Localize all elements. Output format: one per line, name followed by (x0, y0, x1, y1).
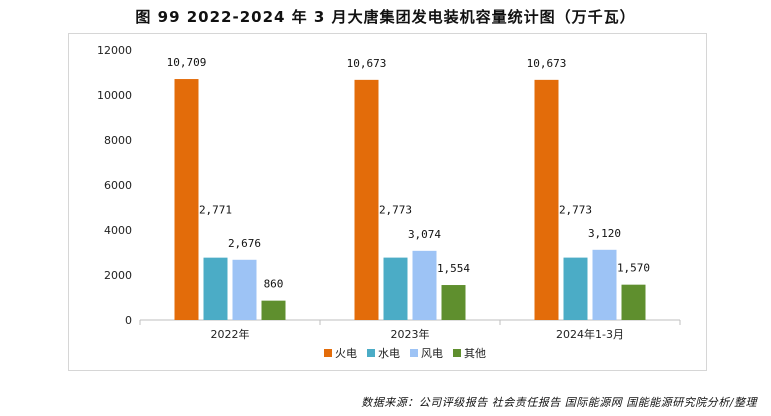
data-label: 10,673 (527, 57, 567, 70)
y-tick-label: 6000 (104, 179, 132, 192)
y-tick-label: 10000 (97, 89, 132, 102)
legend-swatch (324, 349, 332, 357)
y-tick-label: 0 (125, 314, 132, 327)
data-label: 10,673 (347, 57, 387, 70)
data-label: 860 (264, 278, 284, 291)
bar-风电-2 (592, 249, 617, 320)
data-label: 1,570 (617, 262, 650, 275)
data-label: 2,773 (559, 204, 592, 217)
data-label: 2,771 (199, 204, 232, 217)
data-source-note: 数据来源：公司评级报告 社会责任报告 国际能源网 国能能源研究院分析/整理 (361, 396, 757, 409)
chart-frame (68, 33, 707, 371)
bar-风电-0 (232, 259, 257, 320)
bar-水电-2 (563, 257, 588, 320)
y-tick-label: 8000 (104, 134, 132, 147)
y-tick-label: 12000 (97, 44, 132, 57)
x-tick-label: 2024年1-3月 (556, 327, 624, 341)
x-tick-label: 2022年 (211, 327, 250, 341)
data-label: 2,773 (379, 204, 412, 217)
legend-label: 其他 (464, 347, 486, 360)
bar-火电-1 (354, 79, 379, 320)
data-label: 10,709 (167, 56, 207, 69)
legend-label: 水电 (378, 347, 400, 360)
data-label: 3,120 (588, 227, 621, 240)
y-tick-label: 2000 (104, 269, 132, 282)
bar-水电-1 (383, 257, 408, 320)
legend-label: 风电 (421, 347, 443, 360)
legend-swatch (367, 349, 375, 357)
bar-其他-0 (261, 300, 286, 320)
bar-水电-0 (203, 257, 228, 320)
bar-火电-0 (174, 79, 199, 320)
chart-title: 图 99 2022-2024 年 3 月大唐集团发电装机容量统计图（万千瓦） (135, 8, 636, 26)
data-label: 3,074 (408, 228, 441, 241)
bar-其他-1 (441, 285, 466, 320)
y-tick-label: 4000 (104, 224, 132, 237)
bar-火电-2 (534, 79, 559, 320)
legend-swatch (410, 349, 418, 357)
x-tick-label: 2023年 (391, 327, 430, 341)
bar-其他-2 (621, 284, 646, 320)
data-label: 1,554 (437, 262, 470, 275)
data-label: 2,676 (228, 237, 261, 250)
bar-风电-1 (412, 250, 437, 320)
legend-swatch (453, 349, 461, 357)
legend-label: 火电 (335, 347, 357, 360)
